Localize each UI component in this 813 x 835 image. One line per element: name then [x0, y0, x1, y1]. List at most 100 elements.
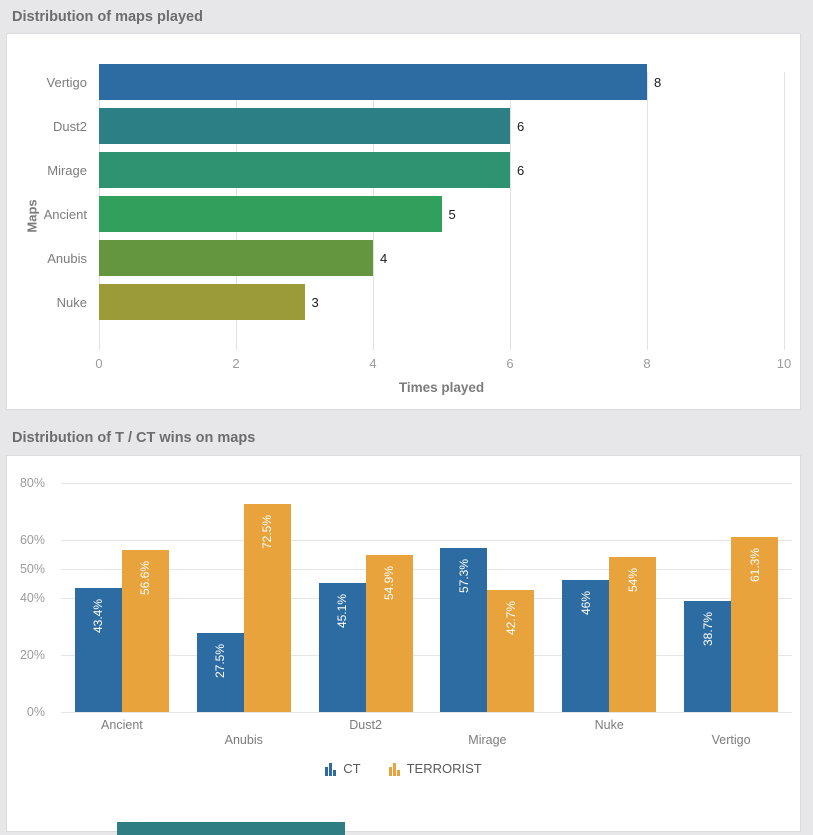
tct-wins-chart-panel: 43.4% 56.6% 27.5% 72.5% 45.1% 54.9% 57.3% 42.7%… [6, 455, 801, 832]
bar-group: 57.3% 42.7% [426, 483, 548, 712]
bar-value-label-wrap: 43.4% [75, 599, 122, 633]
grid-line [510, 72, 511, 350]
category-label: Ancient [101, 718, 143, 732]
y-tick-label: 40% [19, 590, 45, 605]
grid-line [647, 72, 648, 350]
legend: CT TERRORIST [7, 762, 800, 776]
bar-value-label-wrap: 54.9% [366, 566, 413, 600]
bar-value-label: 72.5% [260, 515, 275, 550]
bar-value-label: 27.5% [213, 644, 228, 679]
bar-value-label: 56.6% [138, 560, 153, 596]
x-tick-label: 6 [506, 356, 514, 371]
bar-track: 5 [99, 196, 784, 232]
map-bar [99, 152, 510, 188]
bar-row: Nuke 3 [7, 280, 800, 324]
category-label: Mirage [47, 162, 87, 178]
map-bar [99, 196, 442, 232]
grid-line [61, 597, 792, 599]
bar-value-label: 6 [517, 162, 525, 178]
y-tick-label: 20% [19, 647, 45, 662]
bar-rows: Vertigo 8 Dust2 6 Mirage 6 Ancient 5 Anubis 4 Nuke… [7, 60, 800, 324]
bar-value-label: 38.7% [700, 612, 715, 647]
grid-line [784, 72, 785, 350]
category-label: Nuke [594, 718, 624, 732]
x-tick-label: 8 [643, 356, 651, 371]
category-label: Dust2 [349, 718, 382, 732]
bar-value-label-wrap: 72.5% [244, 515, 291, 549]
grid-line [61, 568, 792, 570]
category-label: Anubis [47, 250, 87, 266]
bar-chart-icon [388, 762, 400, 776]
bar-value-label: 6 [517, 118, 525, 134]
bar-value-label: 46% [578, 591, 593, 616]
bar-value-label-wrap: 54% [609, 568, 656, 592]
bar-groups: 43.4% 56.6% 27.5% 72.5% 45.1% 54.9% 57.3% 42.7%… [61, 483, 792, 712]
ct-bar: 46% [562, 580, 610, 712]
bar-row: Dust2 6 [7, 104, 800, 148]
category-label: Vertigo [711, 733, 751, 747]
y-tick-label: 60% [19, 533, 45, 548]
category-label: Anubis [224, 733, 263, 747]
y-tick-label: 50% [19, 561, 45, 576]
bar-track: 3 [99, 284, 784, 320]
x-tick-label: 4 [369, 356, 377, 371]
ct-bar: 45.1% [318, 582, 366, 712]
terrorist-bar: 42.7% [487, 589, 535, 712]
category-label: Ancient [43, 206, 87, 222]
category-label: Mirage [468, 733, 507, 747]
bar-group: 45.1% 54.9% [305, 483, 427, 712]
grid-line [61, 540, 792, 542]
plot-area: 43.4% 56.6% 27.5% 72.5% 45.1% 54.9% 57.3% 42.7%… [61, 483, 792, 713]
bar-value-label: 61.3% [747, 547, 762, 582]
maps-played-chart-panel: Maps Vertigo 8 Dust2 6 Mirage 6 Ancient 5 Anubis 4… [6, 33, 801, 410]
bar-value-label-wrap: 46% [562, 591, 609, 615]
legend-label: TERRORIST [406, 761, 482, 776]
bar-row: Ancient 5 [7, 192, 800, 236]
bar-row: Mirage 6 [7, 148, 800, 192]
grid-line [61, 654, 792, 656]
map-bar [99, 240, 373, 276]
bar-group: 38.7% 61.3% [670, 483, 792, 712]
section-title-tct-wins: Distribution of T / CT wins on maps [12, 430, 256, 446]
bar-value-label: 45.1% [335, 593, 350, 628]
terrorist-bar: 54.9% [365, 554, 413, 712]
grid-line [61, 712, 792, 713]
bar-value-label: 8 [654, 74, 662, 90]
terrorist-bar: 56.6% [121, 549, 169, 712]
map-bar [99, 108, 510, 144]
bar-value-label: 42.7% [503, 600, 518, 635]
bar-value-label-wrap: 27.5% [197, 644, 244, 678]
bar-row: Anubis 4 [7, 236, 800, 280]
legend-icon-bar [392, 763, 396, 776]
x-tick-label: 2 [232, 356, 240, 371]
bar-value-label: 43.4% [91, 598, 106, 633]
bar-value-label-wrap: 57.3% [440, 559, 487, 593]
bar-track: 8 [99, 64, 784, 100]
ct-bar: 57.3% [440, 547, 488, 712]
y-tick-label: 80% [19, 476, 45, 490]
category-label: Nuke [56, 294, 87, 310]
terrorist-bar: 61.3% [731, 536, 779, 712]
y-tick-label: 0% [26, 705, 45, 719]
ct-bar: 43.4% [74, 587, 122, 712]
category-label: Dust2 [53, 118, 87, 134]
bar-value-label: 54.9% [382, 565, 397, 600]
legend-item-ct[interactable]: CT [325, 762, 361, 776]
legend-icon-bar [388, 767, 392, 776]
legend-item-terrorist[interactable]: TERRORIST [388, 761, 482, 776]
bar-group: 43.4% 56.6% [61, 483, 183, 712]
bar-row: Vertigo 8 [7, 60, 800, 104]
terrorist-bar: 54% [609, 557, 657, 712]
bar-value-label: 5 [448, 206, 456, 222]
x-tick-label: 0 [95, 356, 103, 371]
bar-chart-icon [325, 762, 337, 776]
legend-icon-bar [333, 770, 337, 776]
bar-group: 27.5% 72.5% [183, 483, 305, 712]
x-axis-ticks: 0 2 4 6 8 10 [95, 356, 791, 372]
bar-group: 46% 54% [548, 483, 670, 712]
partial-next-element-bar [117, 822, 345, 835]
bar-value-label: 3 [311, 294, 319, 310]
bar-value-label-wrap: 38.7% [684, 612, 731, 646]
bar-value-label-wrap: 45.1% [319, 594, 366, 628]
